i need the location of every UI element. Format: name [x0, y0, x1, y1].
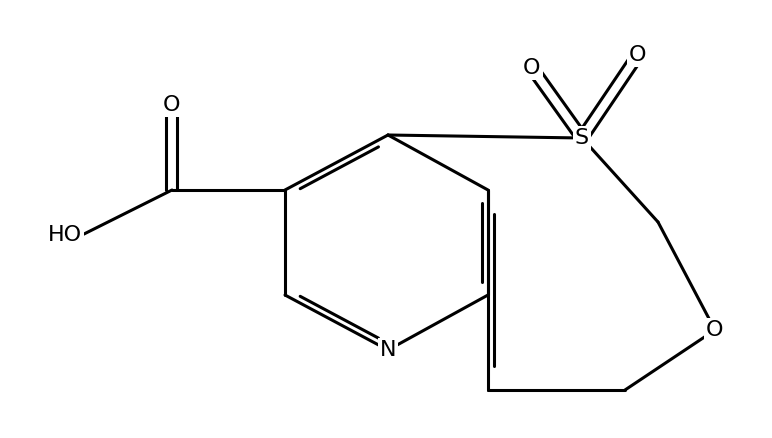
Text: O: O [706, 320, 723, 340]
Text: HO: HO [48, 225, 82, 245]
Text: O: O [163, 95, 181, 115]
Text: O: O [629, 45, 647, 65]
Text: S: S [575, 128, 589, 148]
Text: N: N [380, 340, 396, 360]
Text: O: O [523, 58, 540, 78]
